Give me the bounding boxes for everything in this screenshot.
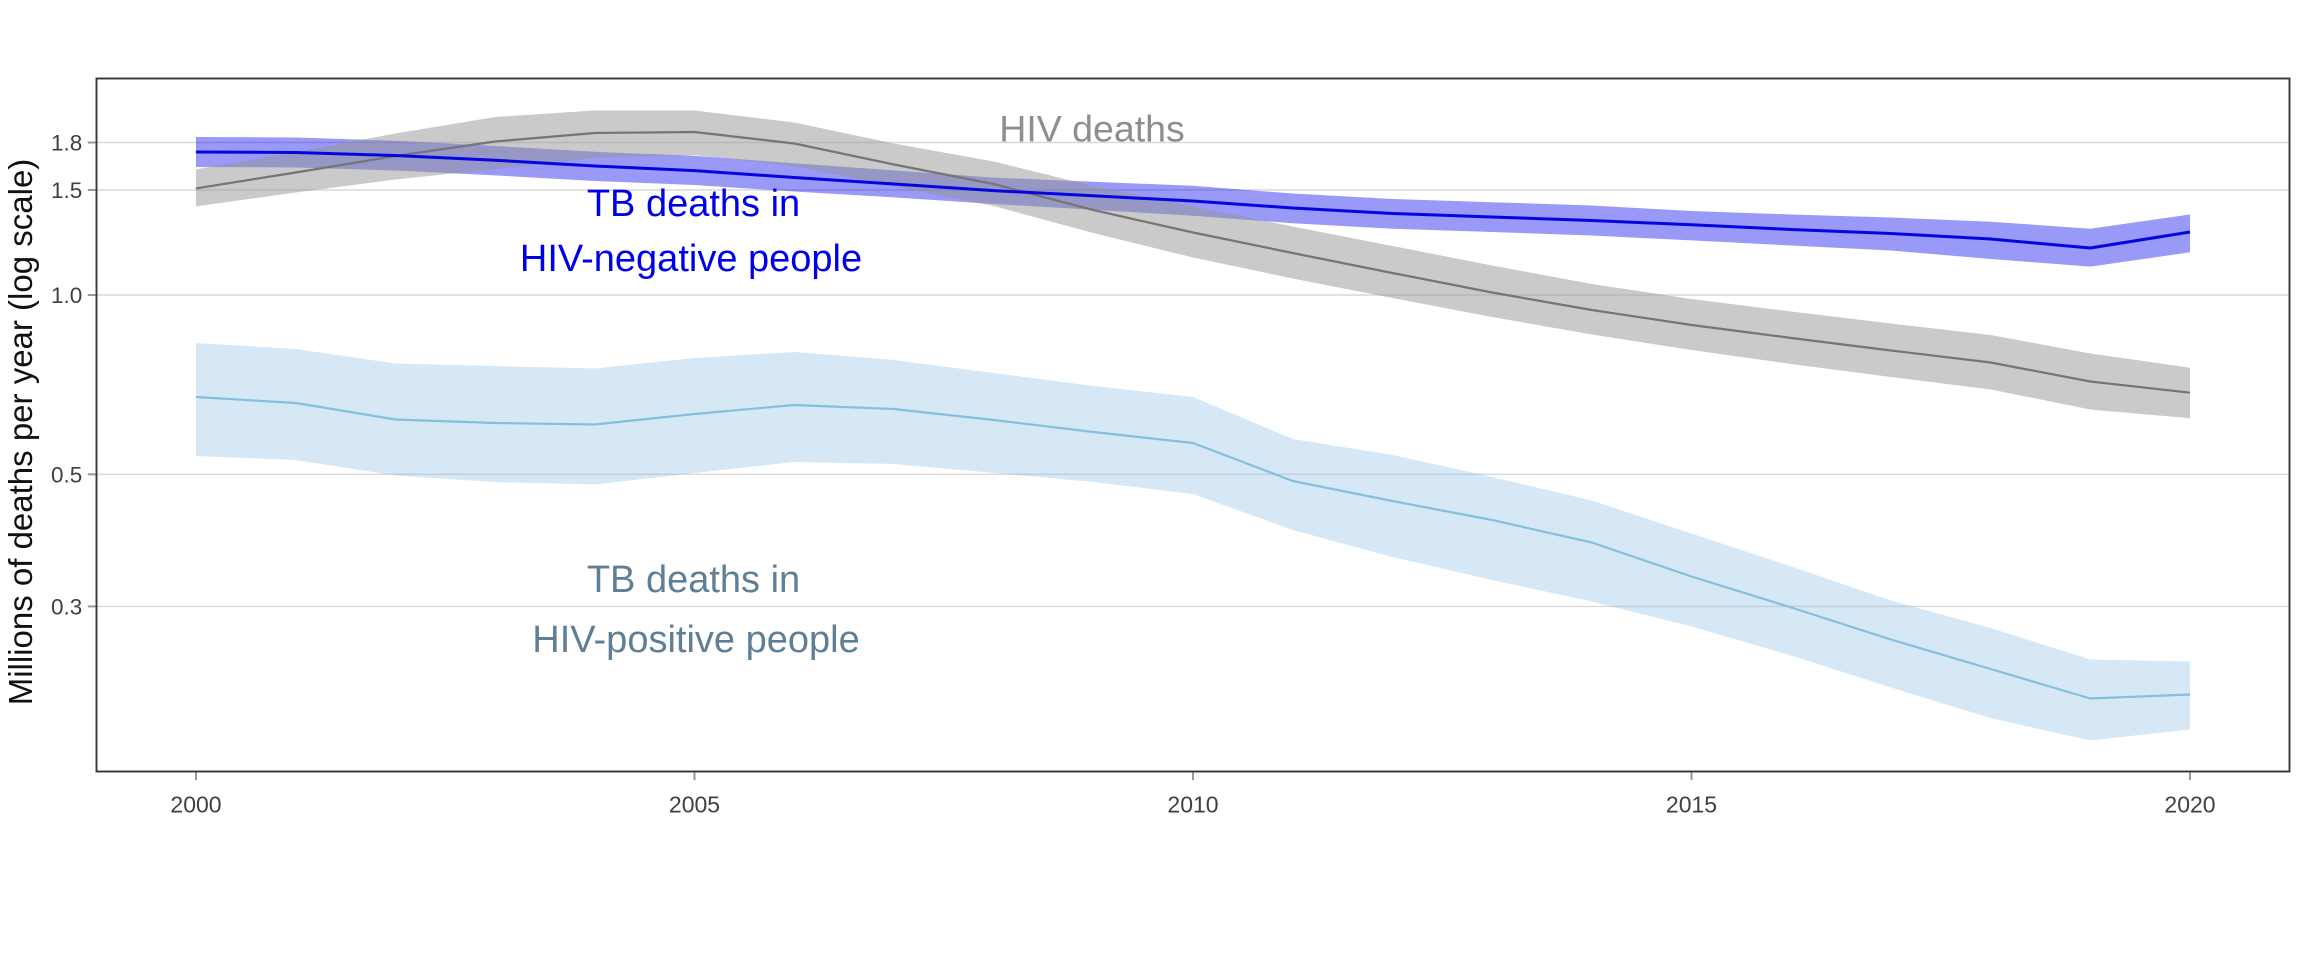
svg-text:2020: 2020	[2164, 792, 2215, 818]
svg-text:1.8: 1.8	[51, 131, 82, 156]
svg-text:0.5: 0.5	[51, 462, 82, 487]
svg-text:HIV-negative people: HIV-negative people	[520, 238, 862, 280]
svg-text:Millions of deaths per year (l: Millions of deaths per year (log scale)	[2, 159, 39, 706]
svg-text:TB deaths in: TB deaths in	[587, 559, 800, 601]
svg-text:1.5: 1.5	[51, 178, 82, 203]
svg-text:2005: 2005	[669, 792, 720, 818]
svg-text:HIV deaths: HIV deaths	[999, 108, 1185, 150]
svg-text:2000: 2000	[170, 792, 221, 818]
svg-text:0.3: 0.3	[51, 595, 82, 620]
svg-text:HIV-positive people: HIV-positive people	[532, 619, 859, 661]
svg-text:1.0: 1.0	[51, 283, 82, 308]
svg-text:2015: 2015	[1666, 792, 1717, 818]
svg-text:2010: 2010	[1167, 792, 1218, 818]
svg-text:TB deaths in: TB deaths in	[587, 183, 800, 225]
